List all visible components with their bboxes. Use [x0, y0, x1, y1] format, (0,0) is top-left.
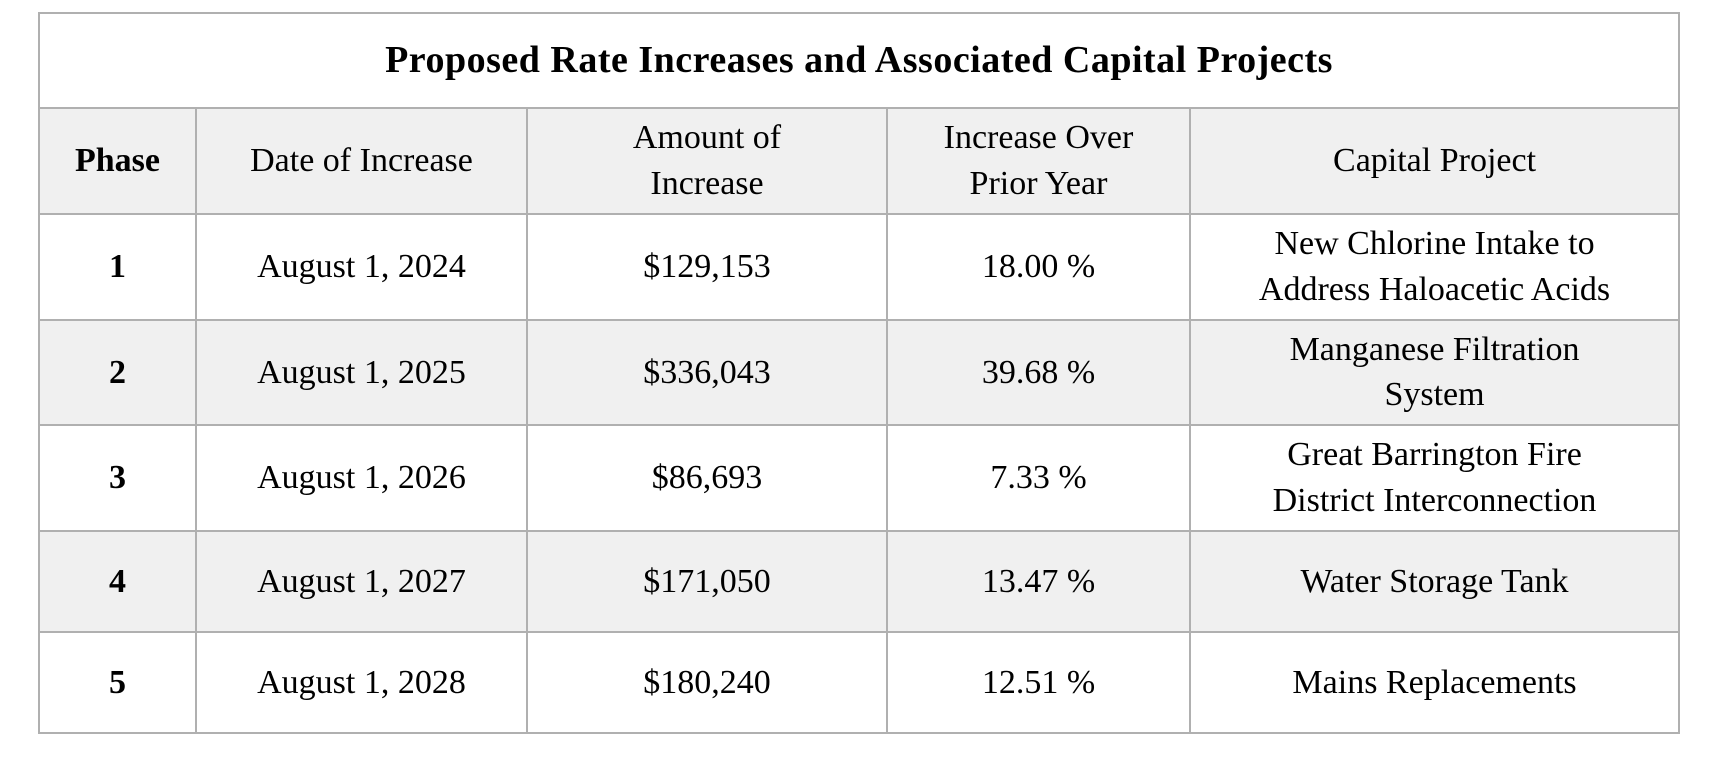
table-title: Proposed Rate Increases and Associated C…: [37, 12, 1681, 109]
amount-cell: $86,693: [526, 424, 888, 533]
amount-cell: $171,050: [526, 530, 888, 634]
phase-cell: 2: [38, 318, 197, 427]
amount-cell: $180,240: [526, 631, 888, 735]
column-header-date-of-increase: Date of Increase: [195, 107, 528, 215]
project-cell: Mains Replacements: [1188, 631, 1681, 735]
increase-cell: 13.47 %: [886, 530, 1191, 634]
project-cell: New Chlorine Intake to Address Haloacetic…: [1188, 212, 1681, 321]
project-cell: Great Barrington Fire District Interconne…: [1188, 424, 1681, 533]
column-header-phase: Phase: [38, 107, 197, 215]
table-header-row: Phase Date of Increase Amount of Increase…: [38, 107, 1681, 215]
phase-cell: 4: [38, 530, 197, 634]
table-row-phase-4: 4 August 1, 2027 $171,050 13.47 % Water …: [38, 530, 1681, 634]
column-header-amount-of-increase: Amount of Increase: [526, 107, 888, 215]
table-row-phase-2: 2 August 1, 2025 $336,043 39.68 % Mangan…: [38, 318, 1681, 427]
table-row-phase-3: 3 August 1, 2026 $86,693 7.33 % Great Ba…: [38, 424, 1681, 533]
table-row-phase-1: 1 August 1, 2024 $129,153 18.00 % New Ch…: [38, 212, 1681, 321]
project-cell: Manganese Filtration System: [1188, 318, 1681, 427]
phase-cell: 5: [38, 631, 197, 735]
date-cell: August 1, 2024: [195, 212, 528, 321]
project-cell: Water Storage Tank: [1188, 530, 1681, 634]
increase-cell: 39.68 %: [886, 318, 1191, 427]
amount-cell: $129,153: [526, 212, 888, 321]
increase-cell: 7.33 %: [886, 424, 1191, 533]
column-header-capital-project: Capital Project: [1188, 107, 1681, 215]
amount-cell: $336,043: [526, 318, 888, 427]
date-cell: August 1, 2026: [195, 424, 528, 533]
date-cell: August 1, 2028: [195, 631, 528, 735]
date-cell: August 1, 2027: [195, 530, 528, 634]
phase-cell: 1: [38, 212, 197, 321]
date-cell: August 1, 2025: [195, 318, 528, 427]
table-row-phase-5: 5 August 1, 2028 $180,240 12.51 % Mains …: [38, 631, 1681, 735]
increase-cell: 12.51 %: [886, 631, 1191, 735]
rate-increases-table: Proposed Rate Increases and Associated C…: [37, 12, 1681, 735]
column-header-increase-over-prior-year: Increase Over Prior Year: [886, 107, 1191, 215]
phase-cell: 3: [38, 424, 197, 533]
table-title-row: Proposed Rate Increases and Associated C…: [37, 12, 1681, 109]
increase-cell: 18.00 %: [886, 212, 1191, 321]
